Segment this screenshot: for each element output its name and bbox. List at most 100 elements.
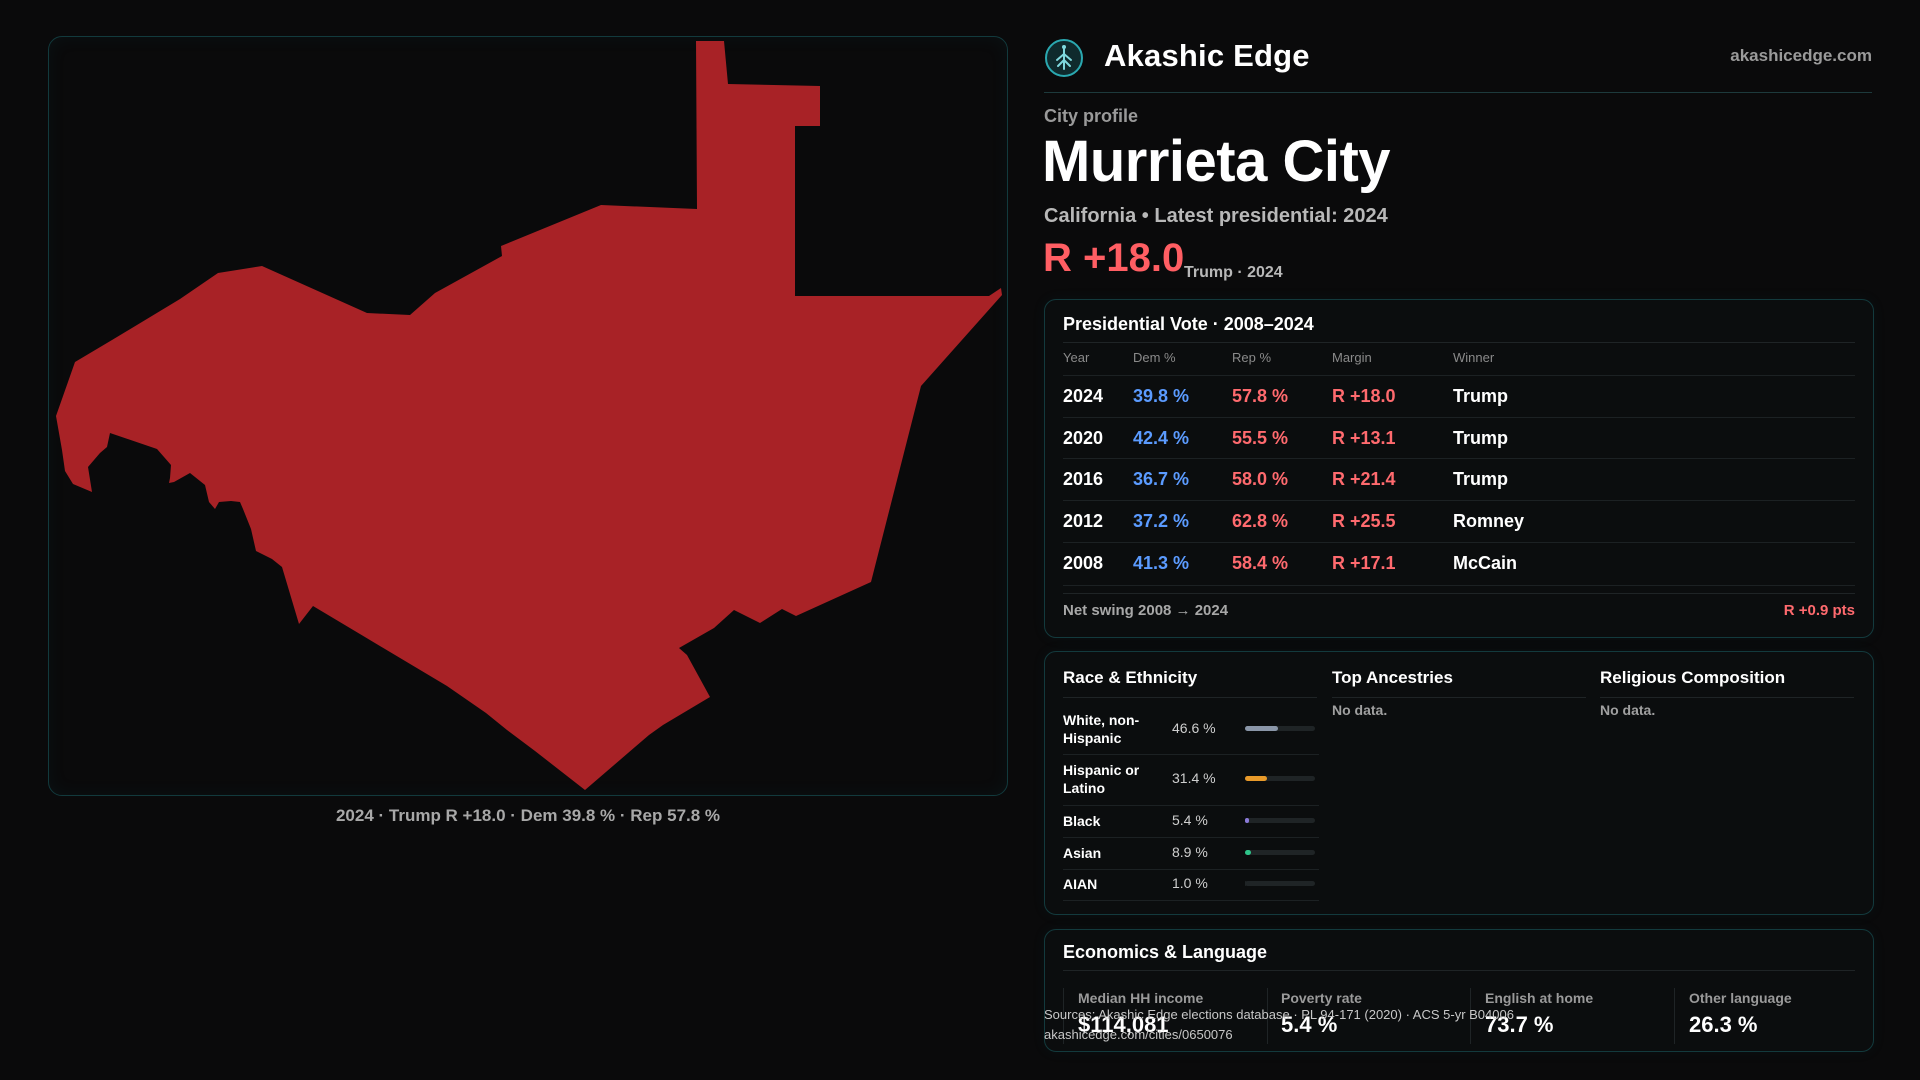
source-url[interactable]: akashicedge.com/cities/0650076 [1044, 1027, 1233, 1042]
divider [1063, 593, 1855, 594]
col-head-year: Year [1063, 350, 1090, 365]
row-rep: 58.0 % [1232, 469, 1289, 489]
divider [1332, 697, 1586, 698]
row-year: 2012 [1063, 511, 1104, 531]
row-year: 2020 [1063, 428, 1104, 448]
stat-value: 73.7 % [1485, 1012, 1554, 1037]
divider [1063, 970, 1855, 971]
net-swing-label: Net swing 2008 → 2024 [1063, 602, 1229, 619]
headline-margin-note: Trump · 2024 [1184, 264, 1283, 281]
site-link[interactable]: akashicedge.com [1730, 46, 1872, 65]
headline-margin: R +18.0 [1043, 236, 1185, 280]
divider [1600, 697, 1854, 698]
source-footer: Sources: Akashic Edge elections database… [1044, 1005, 1514, 1045]
race-label: AIAN [1063, 876, 1098, 892]
row-dem: 39.8 % [1133, 386, 1190, 406]
page-title: Murrieta City [1042, 129, 1391, 194]
stat-value: 5.4 % [1281, 1012, 1338, 1037]
map-caption: 2024 · Trump R +18.0 · Dem 39.8 % · Rep … [335, 806, 721, 825]
table-row: 2020 42.4 % 55.5 % R +13.1 Trump [1063, 417, 1855, 460]
stat-label: English at home [1485, 990, 1594, 1006]
race-row: Hispanic or Latino 31.4 % [1063, 755, 1319, 806]
vote-card-title: Presidential Vote · 2008–2024 [1063, 314, 1314, 334]
row-margin: R +18.0 [1332, 386, 1396, 406]
table-row: 2016 36.7 % 58.0 % R +21.4 Trump [1063, 458, 1855, 501]
race-bar-fill [1245, 818, 1249, 823]
econ-title: Economics & Language [1063, 942, 1268, 962]
row-margin: R +21.4 [1332, 469, 1396, 489]
race-label: Asian [1063, 845, 1102, 861]
race-row: Asian 8.9 % [1063, 838, 1319, 870]
race-bar-track [1245, 726, 1315, 731]
ancestries-empty: No data. [1332, 702, 1388, 718]
row-year: 2008 [1063, 553, 1104, 573]
brand-name[interactable]: Akashic Edge [1104, 38, 1310, 73]
race-label: Black [1063, 813, 1101, 829]
row-rep: 55.5 % [1232, 428, 1289, 448]
row-winner: McCain [1453, 553, 1518, 573]
stat-label: Median HH income [1078, 990, 1204, 1006]
divider [1063, 697, 1317, 698]
race-bar-track [1245, 881, 1315, 886]
row-rep: 57.8 % [1232, 386, 1289, 406]
row-dem: 42.4 % [1133, 428, 1190, 448]
row-dem: 36.7 % [1133, 469, 1190, 489]
source-citation: Sources: Akashic Edge elections database… [1044, 1007, 1514, 1022]
city-map[interactable] [48, 36, 1008, 796]
race-bar-track [1245, 818, 1315, 823]
row-winner: Romney [1453, 511, 1525, 531]
race-pct: 8.9 % [1172, 844, 1208, 860]
stat-label: Other language [1689, 990, 1792, 1006]
col-head-winner: Winner [1453, 350, 1495, 365]
race-pct: 5.4 % [1172, 812, 1208, 828]
stat-label: Poverty rate [1281, 990, 1362, 1006]
economics-card: Economics & Language Median HH income $1… [1044, 929, 1874, 1052]
divider [1063, 988, 1064, 1044]
row-margin: R +25.5 [1332, 511, 1396, 531]
race-title: Race & Ethnicity [1063, 668, 1198, 687]
race-bar-fill [1245, 881, 1246, 886]
profile-kicker: City profile [1044, 106, 1139, 126]
table-row: 2008 41.3 % 58.4 % R +17.1 McCain [1063, 542, 1855, 586]
profile-subtitle: California • Latest presidential: 2024 [1044, 205, 1388, 227]
col-head-dem: Dem % [1133, 350, 1176, 365]
stat-value: $114,081 [1078, 1012, 1169, 1037]
stat-other-language: Other language 26.3 % [1689, 990, 1869, 1038]
divider [1470, 988, 1471, 1044]
col-head-rep: Rep % [1232, 350, 1272, 365]
divider [1674, 988, 1675, 1044]
race-bar-fill [1245, 726, 1278, 731]
divider [1267, 988, 1268, 1044]
religion-empty: No data. [1600, 702, 1656, 718]
divider [1063, 342, 1855, 343]
row-year: 2024 [1063, 386, 1104, 406]
table-row: 2024 39.8 % 57.8 % R +18.0 Trump [1063, 375, 1855, 418]
race-pct: 46.6 % [1172, 720, 1216, 736]
race-pct: 1.0 % [1172, 875, 1208, 891]
row-winner: Trump [1453, 428, 1509, 448]
religion-section: Religious Composition [1600, 668, 1854, 698]
row-rep: 58.4 % [1232, 553, 1289, 573]
race-label: Hispanic or Latino [1063, 762, 1140, 796]
race-row: AIAN 1.0 % [1063, 870, 1319, 901]
ancestries-section: Top Ancestries [1332, 668, 1586, 698]
row-margin: R +17.1 [1332, 553, 1396, 573]
row-margin: R +13.1 [1332, 428, 1396, 448]
ancestries-title: Top Ancestries [1332, 668, 1453, 687]
stat-poverty-rate: Poverty rate 5.4 % [1281, 990, 1461, 1038]
net-swing-value: R +0.9 pts [1783, 602, 1855, 619]
akashic-tree-logo-icon[interactable] [1044, 38, 1084, 78]
race-label: White, non-Hispanic [1063, 712, 1140, 746]
demographics-card: Race & Ethnicity Top Ancestries No data.… [1044, 651, 1874, 915]
stat-value: 26.3 % [1689, 1012, 1758, 1037]
race-row: Black 5.4 % [1063, 806, 1319, 838]
city-boundary-shape[interactable] [56, 41, 1002, 790]
religion-title: Religious Composition [1600, 668, 1786, 687]
stat-english-at-home: English at home 73.7 % [1485, 990, 1665, 1038]
presidential-vote-card: Presidential Vote · 2008–2024 Year Dem %… [1044, 299, 1874, 638]
stat-median-income: Median HH income $114,081 [1078, 990, 1258, 1038]
row-dem: 37.2 % [1133, 511, 1190, 531]
row-winner: Trump [1453, 386, 1509, 406]
race-bar-fill [1245, 776, 1267, 781]
race-section: Race & Ethnicity [1063, 668, 1317, 698]
